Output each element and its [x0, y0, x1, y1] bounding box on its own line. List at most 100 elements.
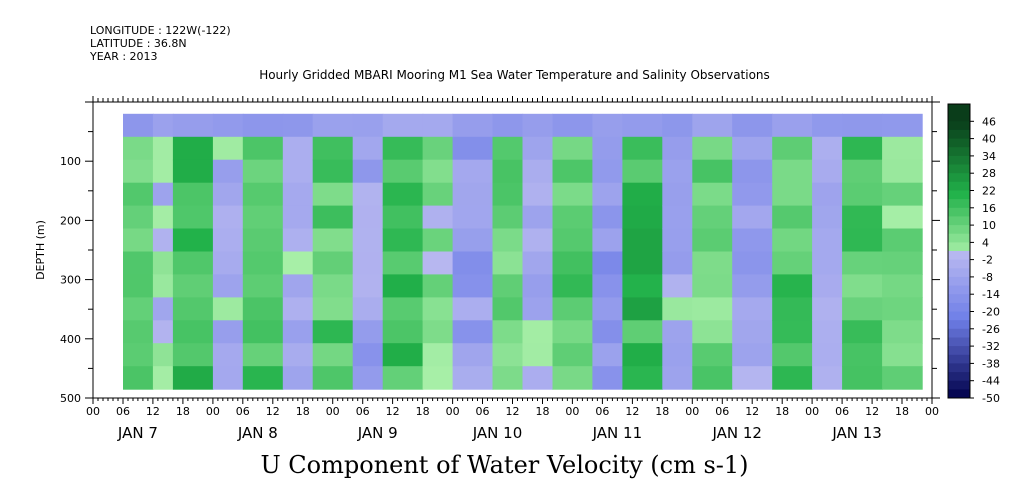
heatmap-cell — [692, 320, 733, 344]
heatmap-cell — [592, 320, 623, 344]
heatmap-cell — [732, 228, 773, 252]
heatmap-cell — [452, 182, 494, 207]
heatmap-cell — [282, 136, 314, 161]
colorbar-label: 46 — [982, 115, 996, 128]
heatmap-cell — [312, 297, 354, 321]
heatmap-cell — [242, 136, 284, 161]
heatmap-cell — [622, 366, 663, 390]
heatmap-cell — [492, 320, 524, 344]
x-hour-label: 06 — [715, 405, 729, 418]
x-hour-label: 00 — [446, 405, 460, 418]
heatmap-cell — [422, 320, 454, 344]
x-hour-label: 18 — [895, 405, 909, 418]
x-day-label: JAN 10 — [472, 424, 523, 442]
heatmap-cell — [172, 182, 214, 207]
heatmap-cell — [152, 343, 174, 367]
heatmap-cell — [123, 297, 154, 321]
heatmap-cell — [382, 136, 424, 161]
heatmap-cell — [812, 274, 843, 298]
heatmap-cell — [123, 205, 154, 230]
heatmap-cell — [772, 251, 813, 275]
heatmap-cell — [282, 182, 314, 207]
heatmap-cell — [422, 251, 454, 275]
heatmap-cell — [382, 228, 424, 252]
heatmap-cell — [522, 136, 554, 161]
x-hour-label: 12 — [865, 405, 879, 418]
heatmap-cell — [592, 366, 623, 390]
heatmap-cell — [152, 136, 174, 161]
colorbar-swatch — [948, 372, 970, 382]
x-hour-label: 18 — [176, 405, 190, 418]
heatmap-cell — [123, 159, 154, 184]
heatmap-cell — [242, 366, 284, 390]
heatmap-cell — [172, 159, 214, 184]
heatmap-cell — [552, 320, 594, 344]
heatmap-cell — [352, 320, 384, 344]
heatmap-cell — [622, 113, 663, 138]
x-hour-label: 00 — [565, 405, 579, 418]
x-hour-label: 06 — [835, 405, 849, 418]
heatmap-cell — [772, 182, 813, 207]
heatmap-cell — [282, 343, 314, 367]
heatmap-cell — [123, 366, 154, 390]
heatmap-cell — [692, 343, 733, 367]
heatmap-cell — [352, 182, 384, 207]
heatmap-cell — [662, 343, 693, 367]
heatmap-cell — [492, 297, 524, 321]
x-hour-label: 00 — [86, 405, 100, 418]
y-axis-label: DEPTH (m) — [34, 220, 47, 280]
heatmap-cell — [422, 113, 454, 138]
heatmap-cell — [492, 113, 524, 138]
metadata-block: LONGITUDE : 122W(-122) LATITUDE : 36.8N … — [90, 24, 231, 63]
heatmap-cell — [382, 251, 424, 275]
heatmap-cell — [732, 205, 773, 230]
y-tick-label: 200 — [60, 214, 81, 227]
colorbar-label: 28 — [982, 167, 996, 180]
heatmap-cell — [842, 343, 883, 367]
heatmap-cell — [882, 297, 923, 321]
heatmap-cell — [492, 159, 524, 184]
heatmap-cell — [352, 136, 384, 161]
colorbar-swatch — [948, 104, 970, 114]
heatmap-cell — [842, 366, 883, 390]
heatmap-cell — [772, 136, 813, 161]
x-day-label: JAN 8 — [237, 424, 278, 442]
x-hour-label: 00 — [805, 405, 819, 418]
heatmap-cell — [212, 159, 244, 184]
heatmap-cell — [882, 182, 923, 207]
heatmap-cell — [172, 228, 214, 252]
x-hour-label: 00 — [685, 405, 699, 418]
heatmap-cell — [692, 136, 733, 161]
x-hour-label: 18 — [416, 405, 430, 418]
x-hour-label: 00 — [326, 405, 340, 418]
heatmap-cell — [312, 159, 354, 184]
heatmap-cell — [352, 251, 384, 275]
colorbar-swatch — [948, 242, 970, 252]
heatmap-cell — [522, 251, 554, 275]
heatmap-cell — [382, 205, 424, 230]
heatmap-cell — [312, 228, 354, 252]
x-day-label: JAN 11 — [592, 424, 643, 442]
heatmap-cell — [382, 159, 424, 184]
colorbar-label: 16 — [982, 202, 996, 215]
heatmap-cell — [662, 113, 693, 138]
heatmap-cell — [842, 136, 883, 161]
heatmap-cell — [812, 366, 843, 390]
colorbar-label: 10 — [982, 219, 996, 232]
heatmap-cell — [212, 228, 244, 252]
heatmap-cell — [552, 182, 594, 207]
y-tick-label: 500 — [60, 392, 81, 405]
heatmap-cell — [422, 297, 454, 321]
heatmap-cell — [662, 320, 693, 344]
colorbar-swatch — [948, 268, 970, 278]
heatmap-cell — [882, 274, 923, 298]
heatmap-cell — [692, 228, 733, 252]
heatmap-cell — [242, 343, 284, 367]
colorbar-swatch — [948, 251, 970, 261]
heatmap-cell — [312, 205, 354, 230]
colorbar-swatch — [948, 311, 970, 321]
longitude-label: LONGITUDE : 122W(-122) — [90, 24, 231, 37]
heatmap-cell — [212, 366, 244, 390]
heatmap-cell — [552, 228, 594, 252]
heatmap-cell — [312, 366, 354, 390]
